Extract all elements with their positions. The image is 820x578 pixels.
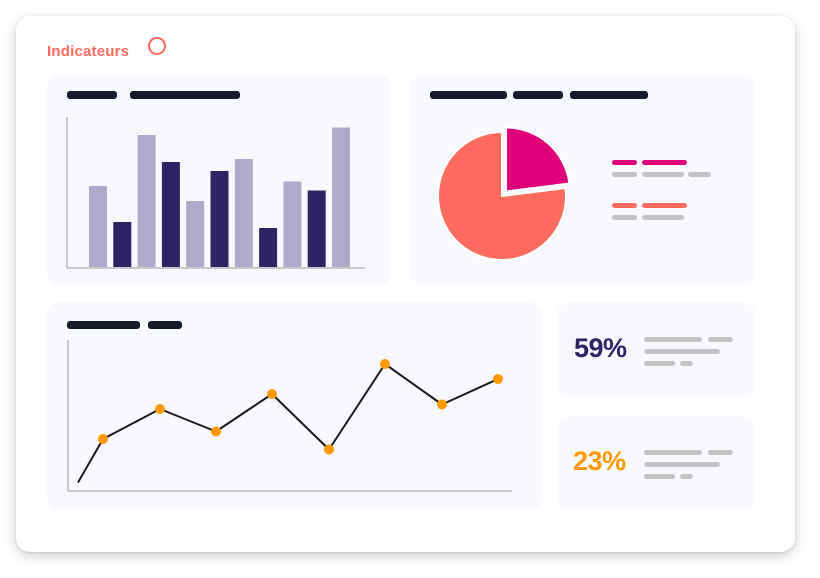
legend-label-pink [642,160,687,165]
legend-swatch-pink [612,160,637,165]
bar-8 [259,228,278,267]
bar-10 [307,190,326,267]
bar-chart-subtitle-placeholder [130,91,240,99]
bar-11 [332,127,350,267]
line-chart-card [47,302,541,511]
legend-swatch-coral [612,203,637,208]
kpi-2-text-4 [644,474,675,479]
line-point-6 [324,444,334,455]
bar-6 [210,171,229,267]
kpi-1-text-1 [644,337,702,342]
kpi-2-text-5 [680,474,693,479]
kpi-value-2: 23% [573,446,626,476]
kpi-value-1: 59% [574,333,627,363]
line-chart-title-placeholder [67,321,140,329]
kpi-2-text-2 [708,450,733,455]
bar-3 [137,135,156,267]
legend-text-pink-1 [612,172,637,177]
bar-5 [186,201,205,267]
pie-slice-2 [437,130,567,261]
legend-text-pink-3 [688,172,711,177]
kpi-2-text-1 [644,450,702,455]
pie-chart-title-placeholder-1 [430,91,507,99]
page-title: Indicateurs [47,43,130,60]
kpi-1-text-4 [644,361,675,366]
line-point-2 [98,434,108,444]
line-point-5 [267,389,277,399]
pie-chart-title-placeholder-3 [570,91,648,99]
bar-2 [113,222,132,267]
bar-7 [234,159,253,267]
line-point-4 [211,426,221,437]
bar-9 [283,181,302,267]
legend-text-pink-2 [642,172,684,177]
kpi-1-text-2 [708,337,733,342]
kpi-1-text-3 [644,349,720,354]
kpi-2-text-3 [644,462,720,467]
bar-chart-title-placeholder [67,91,117,99]
legend-text-coral-1 [612,215,637,220]
legend-label-coral [642,203,687,208]
pie-chart-title-placeholder-2 [513,91,563,99]
line-point-3 [155,404,165,414]
line-point-7 [380,359,390,369]
circle-icon [148,37,166,55]
legend-text-coral-2 [642,215,684,220]
line-chart-subtitle-placeholder [148,321,182,329]
kpi-1-text-5 [680,361,693,366]
pie-slice-1 [504,126,571,193]
bar-1 [89,186,107,267]
bar-4 [161,162,180,267]
line-point-9 [493,374,503,384]
line-point-8 [437,399,447,410]
line-series [77,363,499,483]
